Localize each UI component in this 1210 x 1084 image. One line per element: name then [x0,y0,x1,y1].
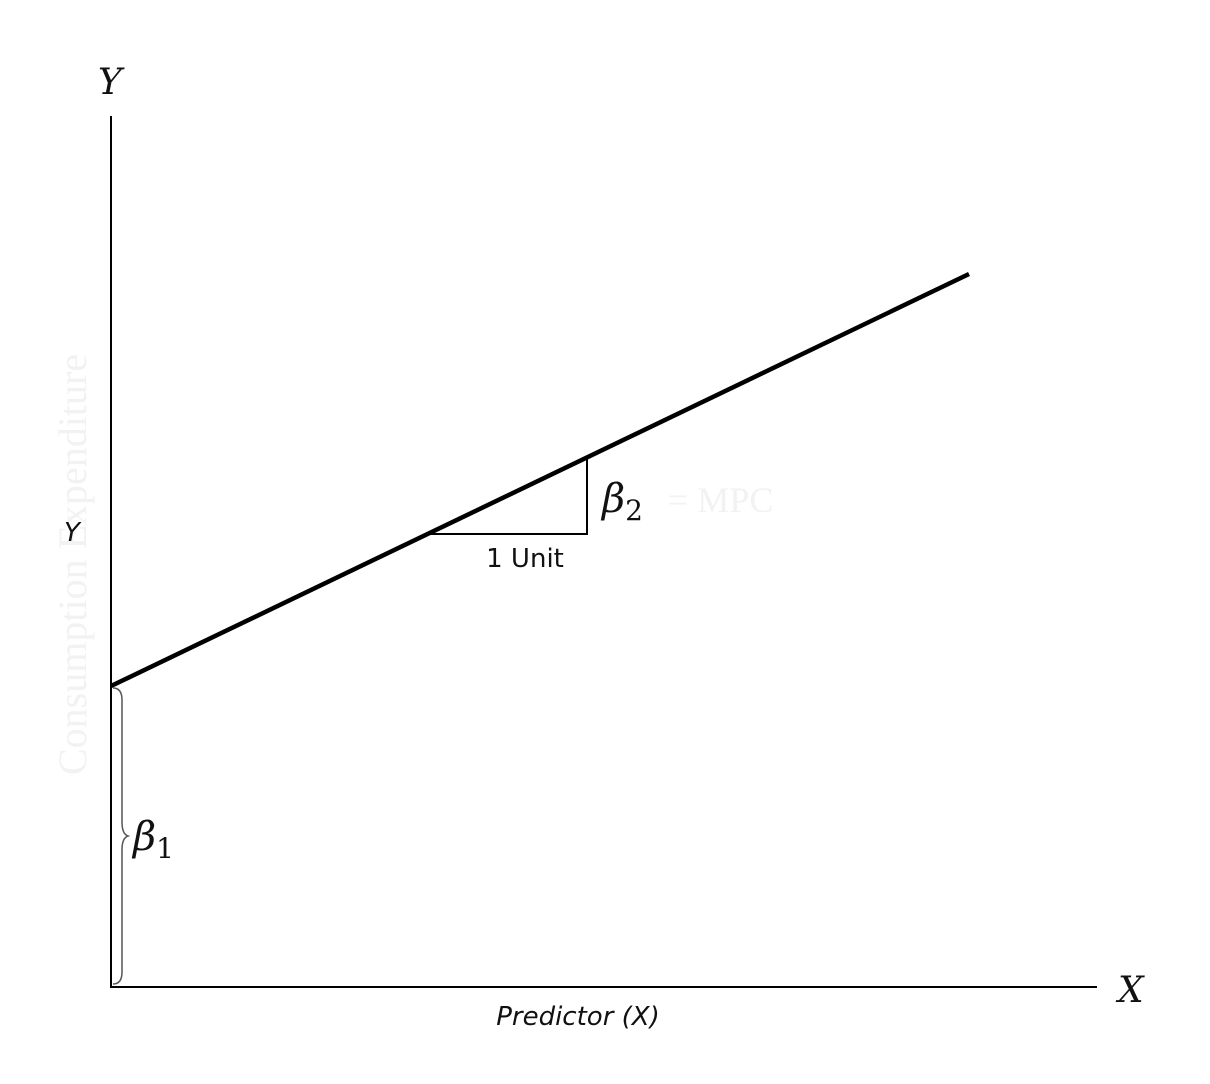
x-axis-end-label: X [1115,970,1145,1011]
intercept-subscript: 1 [156,832,174,865]
slope-subscript: 2 [625,494,643,527]
y-axis-top-label: Y [98,62,125,103]
slope-symbol: β [600,476,625,522]
intercept-symbol: β [131,814,156,860]
y-axis-label: Y [64,518,82,548]
x-axis-label: Predictor (X) [496,1002,660,1032]
intercept-brace [112,687,131,985]
slope-faint-text: = MPC [668,480,773,520]
intercept-label: β1 [131,814,174,865]
regression-line [110,271,970,689]
slope-label: β2 [600,476,643,527]
slope-triangle [427,457,588,535]
faint-vertical-label: Consumption Expenditure [50,354,95,775]
run-label: 1 Unit [486,544,564,574]
